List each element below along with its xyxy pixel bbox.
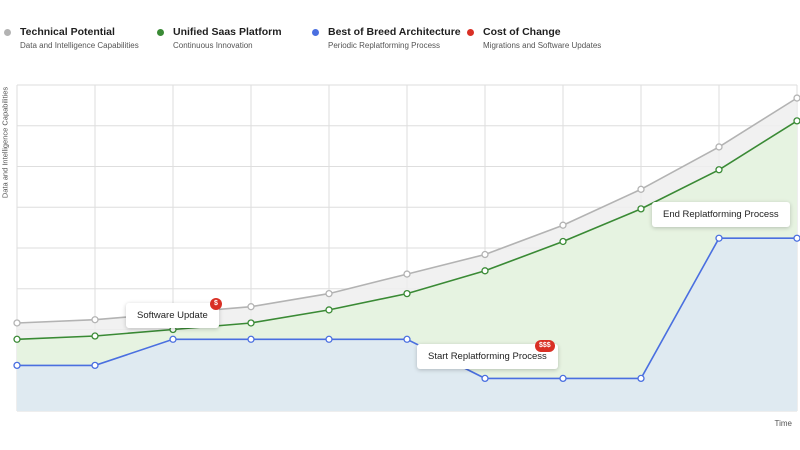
data-point-unified-saas-platform: [91, 332, 99, 340]
legend-sublabel: Data and Intelligence Capabilities: [20, 41, 139, 50]
callout-label: Start Replatforming Process: [428, 351, 547, 362]
data-point-unified-saas-platform: [637, 205, 645, 213]
data-point-unified-saas-platform: [13, 335, 21, 343]
data-point-best-of-breed-architecture: [559, 374, 567, 383]
data-point-best-of-breed-architecture: [715, 234, 723, 242]
legend-dot-cost-of-change: [467, 29, 474, 36]
legend-dot-best-of-breed: [312, 29, 319, 36]
data-point-technical-potential: [13, 319, 21, 327]
data-point-best-of-breed-architecture: [325, 335, 333, 343]
y-axis-label: Data and Intelligence Capabilities: [0, 86, 10, 199]
data-point-unified-saas-platform: [481, 267, 489, 275]
callout-label: Software Update: [137, 310, 208, 321]
cost-badge-start-replatforming: $$$: [535, 340, 555, 352]
legend-label: Cost of Change: [483, 26, 561, 38]
data-point-unified-saas-platform: [715, 166, 723, 174]
data-point-technical-potential: [637, 185, 645, 193]
data-point-technical-potential: [325, 289, 333, 298]
data-point-best-of-breed-architecture: [247, 335, 255, 343]
legend-dot-technical-potential: [4, 29, 11, 36]
data-point-unified-saas-platform: [403, 289, 411, 298]
legend-sublabel: Periodic Replatforming Process: [328, 41, 441, 50]
data-point-unified-saas-platform: [247, 319, 255, 327]
cost-badge-software-update: $: [210, 298, 222, 310]
data-point-technical-potential: [559, 221, 567, 229]
data-point-best-of-breed-architecture: [793, 234, 800, 242]
legend: Technical Potential Data and Intelligenc…: [0, 26, 800, 56]
data-point-unified-saas-platform: [559, 237, 567, 246]
series-points: [13, 94, 800, 383]
data-point-best-of-breed-architecture: [169, 335, 177, 343]
data-point-best-of-breed-architecture: [637, 374, 645, 383]
legend-label: Unified Saas Platform: [173, 26, 282, 38]
data-point-technical-potential: [91, 316, 99, 324]
legend-sublabel: Continuous Innovation: [173, 41, 253, 50]
data-point-technical-potential: [247, 303, 255, 311]
data-point-technical-potential: [793, 94, 800, 102]
area-unified-saas-platform: [17, 120, 797, 412]
callout-software-update: Software Update: [126, 303, 219, 328]
x-axis-label: Time: [774, 419, 792, 428]
data-point-best-of-breed-architecture: [403, 335, 411, 343]
callout-label: End Replatforming Process: [663, 209, 779, 220]
data-point-technical-potential: [403, 270, 411, 278]
legend-dot-unified-saas-platform: [157, 29, 164, 36]
legend-label: Best of Breed Architecture: [328, 26, 461, 38]
data-point-technical-potential: [715, 143, 723, 151]
data-point-best-of-breed-architecture: [13, 361, 21, 370]
legend-sublabel: Migrations and Software Updates: [483, 41, 602, 50]
data-point-best-of-breed-architecture: [481, 374, 489, 383]
area-best-of-breed: [17, 238, 797, 411]
callout-end-replatforming: End Replatforming Process: [652, 202, 790, 227]
data-point-unified-saas-platform: [325, 306, 333, 314]
legend-label: Technical Potential: [20, 26, 115, 38]
data-point-best-of-breed-architecture: [91, 361, 99, 370]
data-point-technical-potential: [481, 250, 489, 259]
data-point-unified-saas-platform: [793, 117, 800, 125]
callout-start-replatforming: Start Replatforming Process: [417, 344, 558, 369]
